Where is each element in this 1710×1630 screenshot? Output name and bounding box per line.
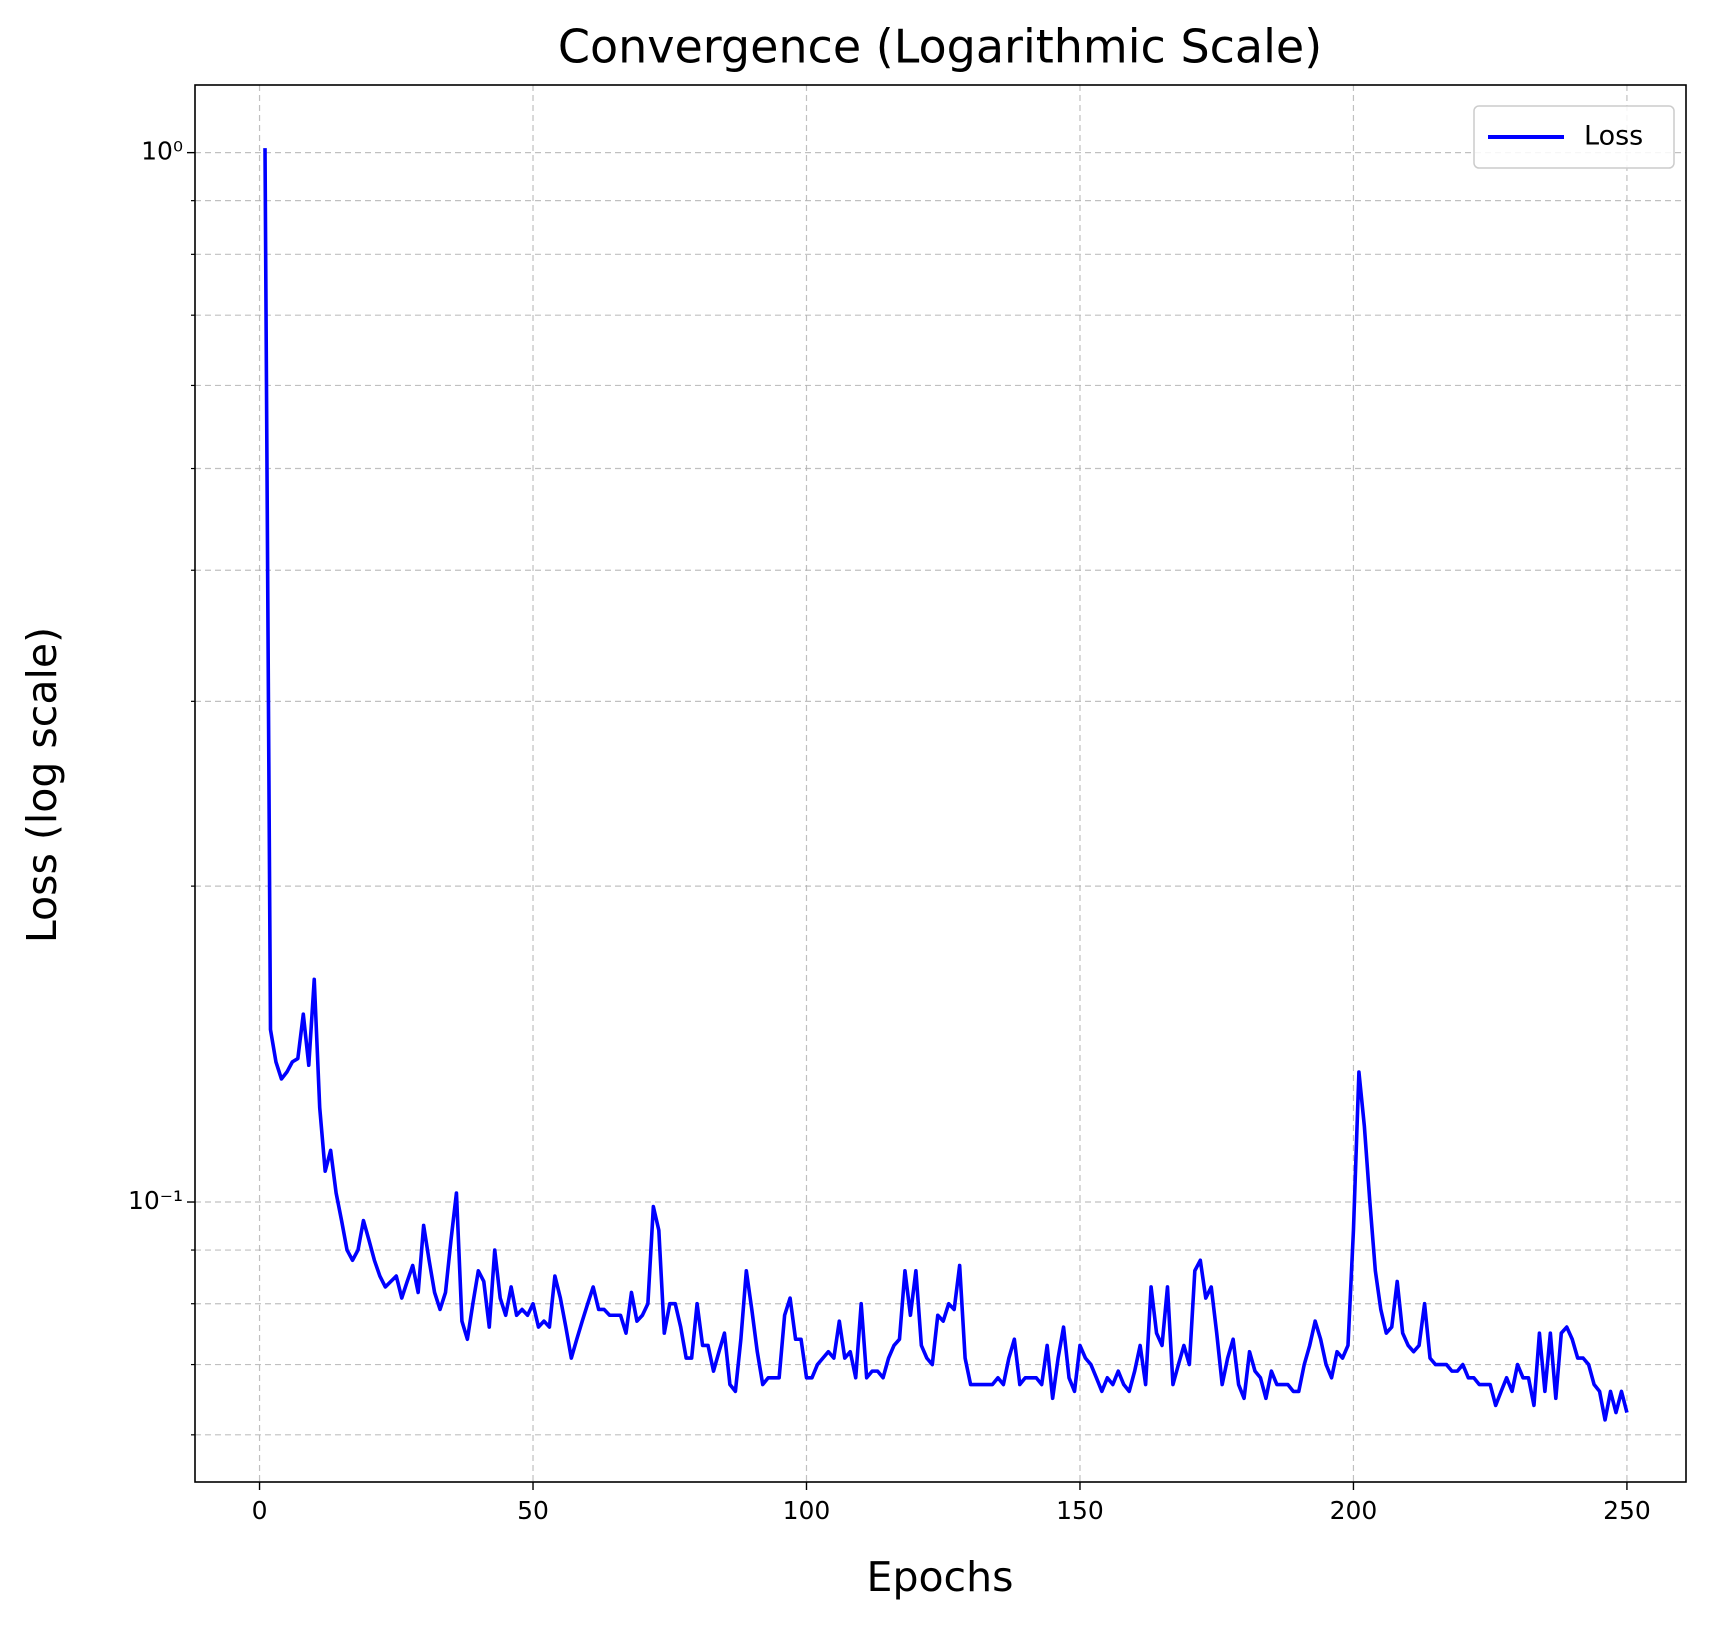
loss-line <box>263 148 1629 1422</box>
x-tick-label: 250 <box>1603 1496 1651 1525</box>
y-tick-label: 10⁻¹ <box>128 1186 183 1215</box>
legend: Loss <box>1473 105 1675 169</box>
x-tick-label: 150 <box>1056 1496 1104 1525</box>
x-tick-label: 50 <box>517 1496 549 1525</box>
x-tick-label: 100 <box>783 1496 831 1525</box>
legend-box <box>1473 105 1675 169</box>
y-axis-label: Loss (log scale) <box>18 627 66 943</box>
y-tick-label: 10⁰ <box>141 137 183 166</box>
x-tick-label: 200 <box>1330 1496 1378 1525</box>
chart-title: Convergence (Logarithmic Scale) <box>558 20 1322 74</box>
x-tick-label: 0 <box>252 1496 268 1525</box>
x-axis-label: Epochs <box>867 1553 1014 1601</box>
legend-label: Loss <box>1584 121 1643 152</box>
plot-frame <box>194 84 1687 1483</box>
